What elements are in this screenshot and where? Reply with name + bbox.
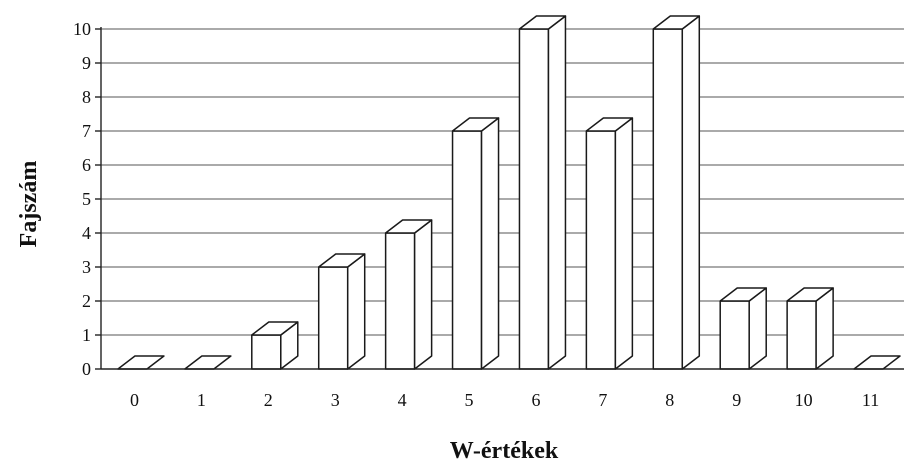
y-axis-ticks: 0 1 2 3 4 5 6 7 8 9 10	[73, 19, 101, 379]
x-tick-label: 11	[862, 390, 879, 410]
y-tick-label: 7	[82, 121, 91, 141]
y-tick-label: 1	[82, 325, 91, 345]
bar-top	[853, 355, 901, 370]
bar-side	[547, 15, 567, 370]
bar-top	[585, 117, 634, 132]
x-tick-label: 1	[197, 390, 206, 410]
bar-top	[317, 253, 366, 268]
bar-top	[384, 219, 433, 234]
bar-front	[451, 130, 483, 370]
bar-top	[652, 15, 701, 30]
y-tick-label: 2	[82, 291, 91, 311]
bar-side	[815, 287, 834, 370]
bar-front	[786, 300, 817, 370]
x-tick-label: 5	[465, 390, 474, 410]
bar-0	[117, 355, 165, 370]
bar-4	[384, 219, 433, 370]
bar-front	[719, 300, 750, 370]
bar-front	[652, 28, 684, 370]
bar-front	[384, 232, 416, 370]
y-tick-label: 8	[82, 87, 91, 107]
y-tick-label: 0	[82, 359, 91, 379]
x-tick-label: 7	[598, 390, 607, 410]
bar-top	[786, 287, 834, 302]
y-axis-title: Fajszám	[16, 161, 42, 248]
x-axis-ticks: 0 1 2 3 4 5 6 7 8 9 10 11	[130, 390, 879, 410]
bar-top	[117, 355, 165, 370]
bar-3	[317, 253, 366, 370]
bar-front	[317, 266, 349, 370]
bar-6	[518, 15, 567, 370]
bar-8	[652, 15, 701, 370]
bar-top	[251, 321, 299, 336]
y-tick-label: 3	[82, 257, 91, 277]
bar-top	[719, 287, 767, 302]
bar-2	[251, 321, 299, 370]
bar-side	[413, 219, 433, 370]
bar-side	[480, 117, 500, 370]
bar-9	[719, 287, 767, 370]
x-tick-label: 4	[398, 390, 407, 410]
bar-top	[184, 355, 232, 370]
bar-7	[585, 117, 634, 370]
bar-front	[251, 334, 282, 370]
y-tick-label: 10	[73, 19, 91, 39]
x-tick-label: 2	[264, 390, 273, 410]
bar-10	[786, 287, 834, 370]
x-tick-label: 8	[665, 390, 674, 410]
x-tick-label: 6	[531, 390, 540, 410]
gridlines	[101, 28, 904, 336]
bar-side	[748, 287, 767, 370]
bar-side	[614, 117, 634, 370]
y-tick-label: 6	[82, 155, 91, 175]
x-tick-label: 0	[130, 390, 139, 410]
x-axis-title: W-értékek	[450, 438, 559, 464]
axes	[100, 27, 904, 370]
bars	[117, 15, 901, 370]
bar-top	[451, 117, 500, 132]
bar-front	[518, 28, 550, 370]
bar-side	[346, 253, 366, 370]
y-tick-label: 9	[82, 53, 91, 73]
bar-front	[585, 130, 617, 370]
bar-1	[184, 355, 232, 370]
x-tick-label: 3	[331, 390, 340, 410]
y-tick-label: 4	[82, 223, 91, 243]
bar-side	[681, 15, 701, 370]
bar-11	[853, 355, 901, 370]
x-tick-label: 10	[795, 390, 813, 410]
bar-5	[451, 117, 500, 370]
y-tick-label: 5	[82, 189, 91, 209]
bar-top	[518, 15, 567, 30]
x-tick-label: 9	[732, 390, 741, 410]
